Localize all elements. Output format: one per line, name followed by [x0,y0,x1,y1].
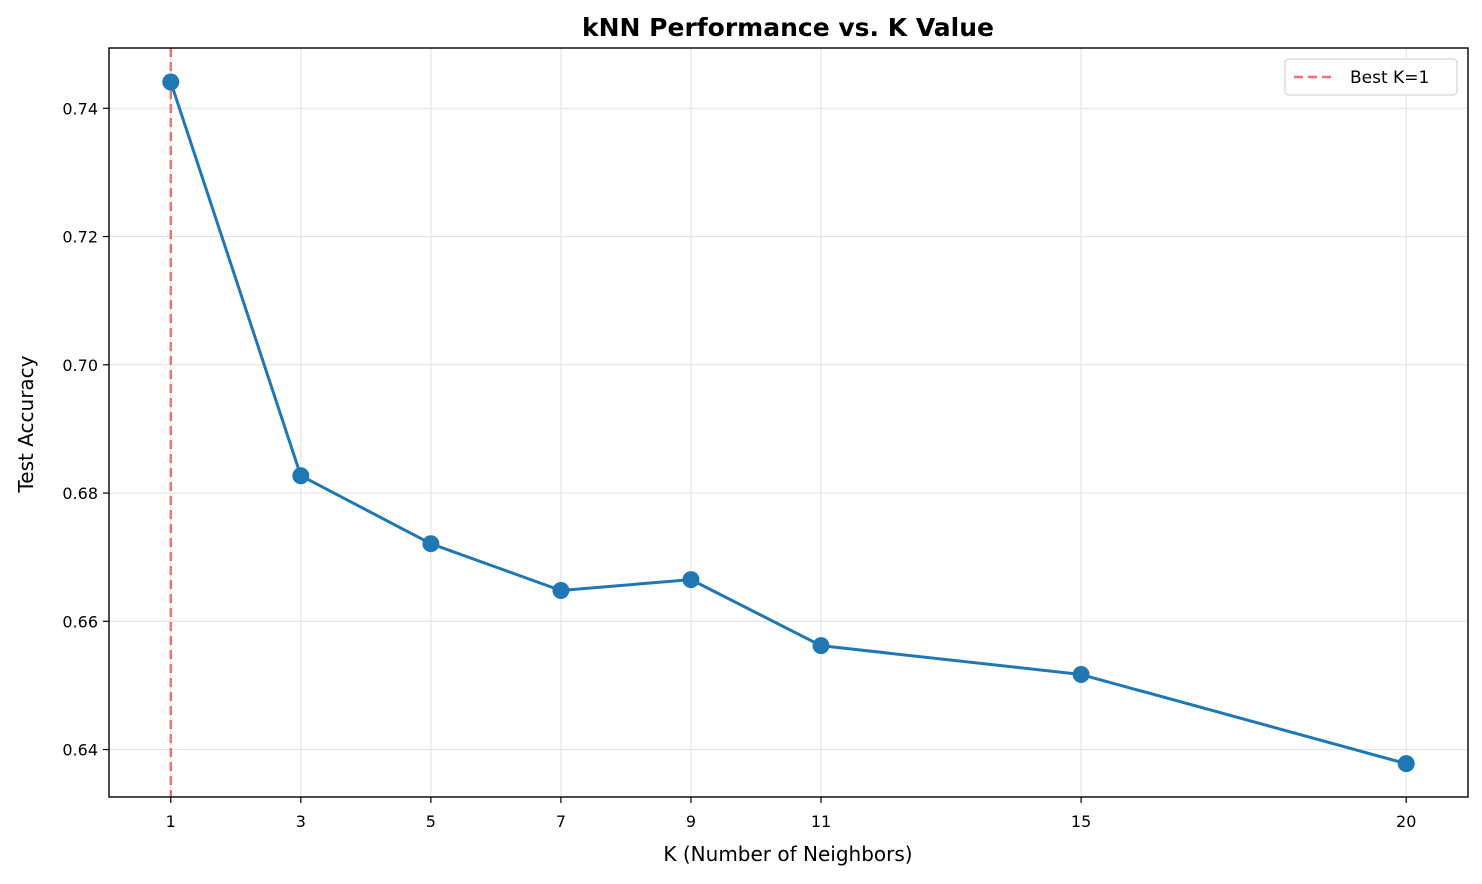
y-tick-label: 0.68 [62,484,98,503]
accuracy-line [169,81,1407,766]
y-tick-label: 0.66 [62,612,98,631]
y-tick-label: 0.72 [62,228,98,247]
x-tick-label: 1 [166,812,176,831]
data-point [682,571,700,589]
x-tick-label: 5 [426,812,436,831]
y-tick-label: 0.64 [62,741,98,760]
y-tick-label: 0.74 [62,99,98,118]
data-point [812,637,830,655]
legend-label-best-k: Best K=1 [1350,68,1429,88]
data-point [1397,755,1415,773]
data-point [422,535,440,553]
x-tick-label: 7 [556,812,566,831]
legend: Best K=1 [1284,58,1458,96]
x-tick-label: 3 [296,812,306,831]
series-layer [162,73,1415,773]
y-axis-label: Test Accuracy [14,355,38,493]
data-point [162,73,180,91]
legend-box [1284,58,1458,96]
x-axis-ticks: 1 3 5 7 9 11 15 20 [166,797,1416,831]
y-axis-ticks: 0.64 0.66 0.68 0.70 0.72 0.74 [62,99,109,760]
y-tick-label: 0.70 [62,356,98,375]
x-tick-label: 15 [1071,812,1091,831]
chart-title: kNN Performance vs. K Value [582,13,994,42]
x-tick-label: 9 [686,812,696,831]
data-point [552,582,570,600]
x-tick-label: 11 [811,812,831,831]
data-point [292,467,310,485]
data-point [1072,666,1090,684]
plot-area-frame [108,47,1469,798]
x-axis-label: K (Number of Neighbors) [663,842,912,866]
x-tick-label: 20 [1396,812,1416,831]
